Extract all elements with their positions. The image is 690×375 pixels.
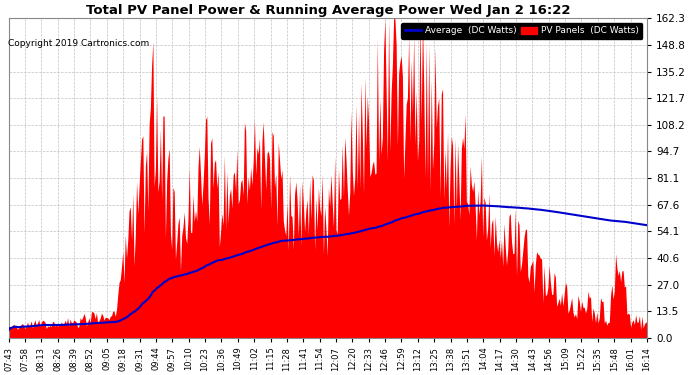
- Legend: Average  (DC Watts), PV Panels  (DC Watts): Average (DC Watts), PV Panels (DC Watts): [402, 23, 642, 39]
- Title: Total PV Panel Power & Running Average Power Wed Jan 2 16:22: Total PV Panel Power & Running Average P…: [86, 4, 570, 17]
- Text: Copyright 2019 Cartronics.com: Copyright 2019 Cartronics.com: [8, 39, 150, 48]
